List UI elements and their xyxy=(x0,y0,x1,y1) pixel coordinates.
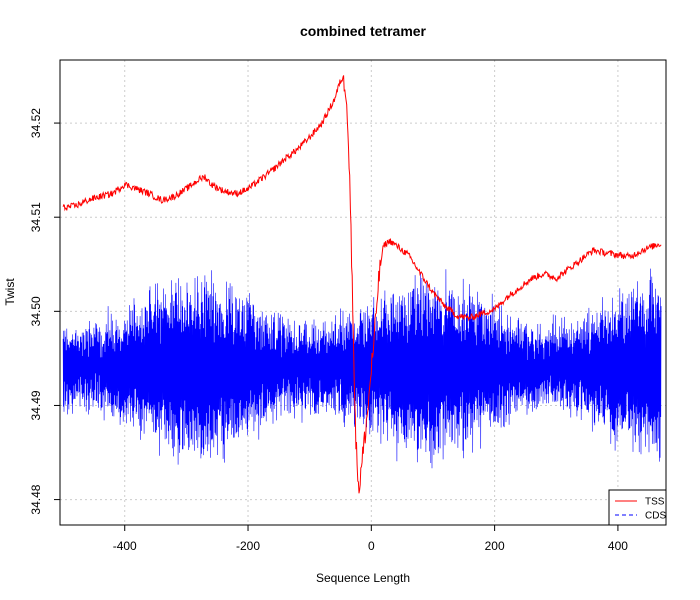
x-tick-label: -200 xyxy=(236,539,260,553)
y-tick-label: 34.50 xyxy=(29,296,43,326)
series-tss xyxy=(62,75,662,494)
y-axis: 34.48 34.49 34.50 34.51 34.52 xyxy=(29,108,60,515)
x-tick-label: 400 xyxy=(608,539,628,553)
tss-line xyxy=(62,75,662,494)
x-tick-label: -400 xyxy=(113,539,137,553)
grid xyxy=(60,60,666,525)
y-axis-label: Twist xyxy=(3,278,17,306)
legend-label-cds: CDS xyxy=(645,511,666,522)
series-cds xyxy=(62,268,662,469)
chart-title: combined tetramer xyxy=(300,23,427,39)
x-tick-label: 0 xyxy=(368,539,375,553)
x-axis: -400 -200 0 200 400 xyxy=(113,525,628,553)
y-tick-label: 34.49 xyxy=(29,390,43,420)
x-tick-label: 200 xyxy=(485,539,505,553)
legend-label-tss: TSS xyxy=(645,497,665,508)
y-tick-label: 34.51 xyxy=(29,202,43,232)
plot-frame xyxy=(59,59,667,526)
legend: TSS CDS xyxy=(608,489,667,526)
legend-box xyxy=(608,489,667,526)
x-axis-label: Sequence Length xyxy=(316,571,410,585)
cds-line xyxy=(62,268,662,469)
y-tick-label: 34.48 xyxy=(29,484,43,514)
y-tick-label: 34.52 xyxy=(29,108,43,138)
